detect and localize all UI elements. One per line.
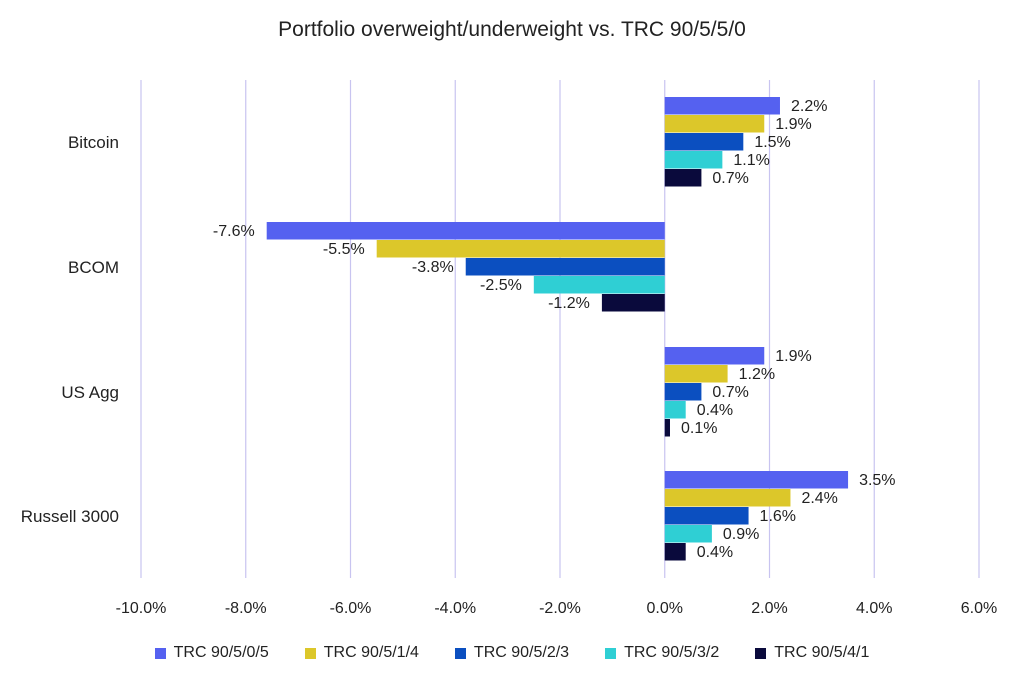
data-label: 0.4% bbox=[697, 402, 733, 419]
bar bbox=[376, 240, 665, 258]
data-label: -2.5% bbox=[480, 277, 522, 294]
data-label: -3.8% bbox=[412, 259, 454, 276]
data-label: 1.9% bbox=[775, 348, 811, 365]
legend: TRC 90/5/0/5 TRC 90/5/1/4 TRC 90/5/2/3 TRC … bbox=[0, 644, 1024, 662]
bar bbox=[664, 365, 728, 383]
data-label: 0.9% bbox=[723, 526, 759, 543]
bar bbox=[664, 97, 780, 115]
legend-item: TRC 90/5/2/3 bbox=[454, 644, 570, 662]
legend-label: TRC 90/5/0/5 bbox=[173, 644, 269, 661]
bar bbox=[664, 347, 765, 365]
chart-title: Portfolio overweight/underweight vs. TRC… bbox=[278, 18, 746, 41]
x-tick-label: 0.0% bbox=[647, 600, 683, 617]
bar bbox=[664, 151, 723, 169]
x-tick-label: -6.0% bbox=[330, 600, 372, 617]
legend-swatch bbox=[755, 647, 767, 659]
bars bbox=[266, 97, 849, 561]
bar bbox=[664, 419, 670, 437]
legend-label: TRC 90/5/3/2 bbox=[624, 644, 720, 661]
bar bbox=[601, 294, 665, 312]
legend-swatch bbox=[605, 647, 617, 659]
bar bbox=[664, 401, 686, 419]
legend-label: TRC 90/5/1/4 bbox=[323, 644, 419, 661]
bar bbox=[664, 115, 765, 133]
legend-swatch bbox=[454, 647, 466, 659]
category-label: Russell 3000 bbox=[21, 507, 119, 526]
bar bbox=[266, 222, 665, 240]
gridlines bbox=[140, 80, 980, 578]
data-label: 1.2% bbox=[739, 366, 775, 383]
data-label: 0.1% bbox=[681, 420, 717, 437]
bar bbox=[664, 489, 791, 507]
legend-item: TRC 90/5/4/1 bbox=[755, 644, 869, 662]
data-label: 2.4% bbox=[801, 490, 837, 507]
data-label: 3.5% bbox=[859, 472, 895, 489]
x-tick-labels: -10.0% -8.0% -6.0% -4.0% -2.0% 0.0% 2.0% 4.0% 6.… bbox=[116, 600, 998, 617]
data-label: 0.7% bbox=[712, 384, 748, 401]
legend-label: TRC 90/5/2/3 bbox=[473, 644, 570, 661]
bar bbox=[664, 471, 849, 489]
legend-swatch bbox=[154, 647, 166, 659]
bar bbox=[664, 169, 702, 187]
data-label: 2.2% bbox=[791, 98, 827, 115]
x-tick-label: 6.0% bbox=[961, 600, 997, 617]
data-labels: 2.2%1.9%1.5%1.1%0.7%-7.6%-5.5%-3.8%-2.5%… bbox=[213, 98, 896, 561]
x-tick-label: -2.0% bbox=[539, 600, 581, 617]
bar bbox=[465, 258, 665, 276]
x-tick-label: -8.0% bbox=[225, 600, 267, 617]
data-label: 0.4% bbox=[697, 544, 733, 561]
data-label: -5.5% bbox=[323, 241, 365, 258]
data-label: 1.1% bbox=[733, 152, 769, 169]
category-labels: Bitcoin BCOM US Agg Russell 3000 bbox=[21, 133, 119, 526]
x-tick-label: -10.0% bbox=[116, 600, 167, 617]
legend-item: TRC 90/5/0/5 bbox=[154, 644, 269, 662]
bar bbox=[664, 507, 749, 525]
bar bbox=[664, 133, 744, 151]
x-tick-label: 2.0% bbox=[751, 600, 787, 617]
legend-item: TRC 90/5/1/4 bbox=[304, 644, 419, 662]
category-label: BCOM bbox=[68, 258, 119, 277]
legend-item: TRC 90/5/3/2 bbox=[605, 644, 719, 662]
category-label: US Agg bbox=[61, 383, 119, 402]
data-label: 0.7% bbox=[712, 170, 748, 187]
bar bbox=[664, 543, 686, 561]
x-tick-label: 4.0% bbox=[856, 600, 892, 617]
category-label: Bitcoin bbox=[68, 133, 119, 152]
data-label: -7.6% bbox=[213, 223, 255, 240]
bar bbox=[664, 525, 712, 543]
data-label: 1.9% bbox=[775, 116, 811, 133]
x-tick-label: -4.0% bbox=[434, 600, 476, 617]
data-label: 1.5% bbox=[754, 134, 790, 151]
data-label: -1.2% bbox=[548, 295, 590, 312]
bar bbox=[533, 276, 665, 294]
legend-swatch bbox=[304, 647, 316, 659]
bar bbox=[664, 383, 702, 401]
legend-label: TRC 90/5/4/1 bbox=[774, 644, 870, 661]
data-label: 1.6% bbox=[760, 508, 796, 525]
